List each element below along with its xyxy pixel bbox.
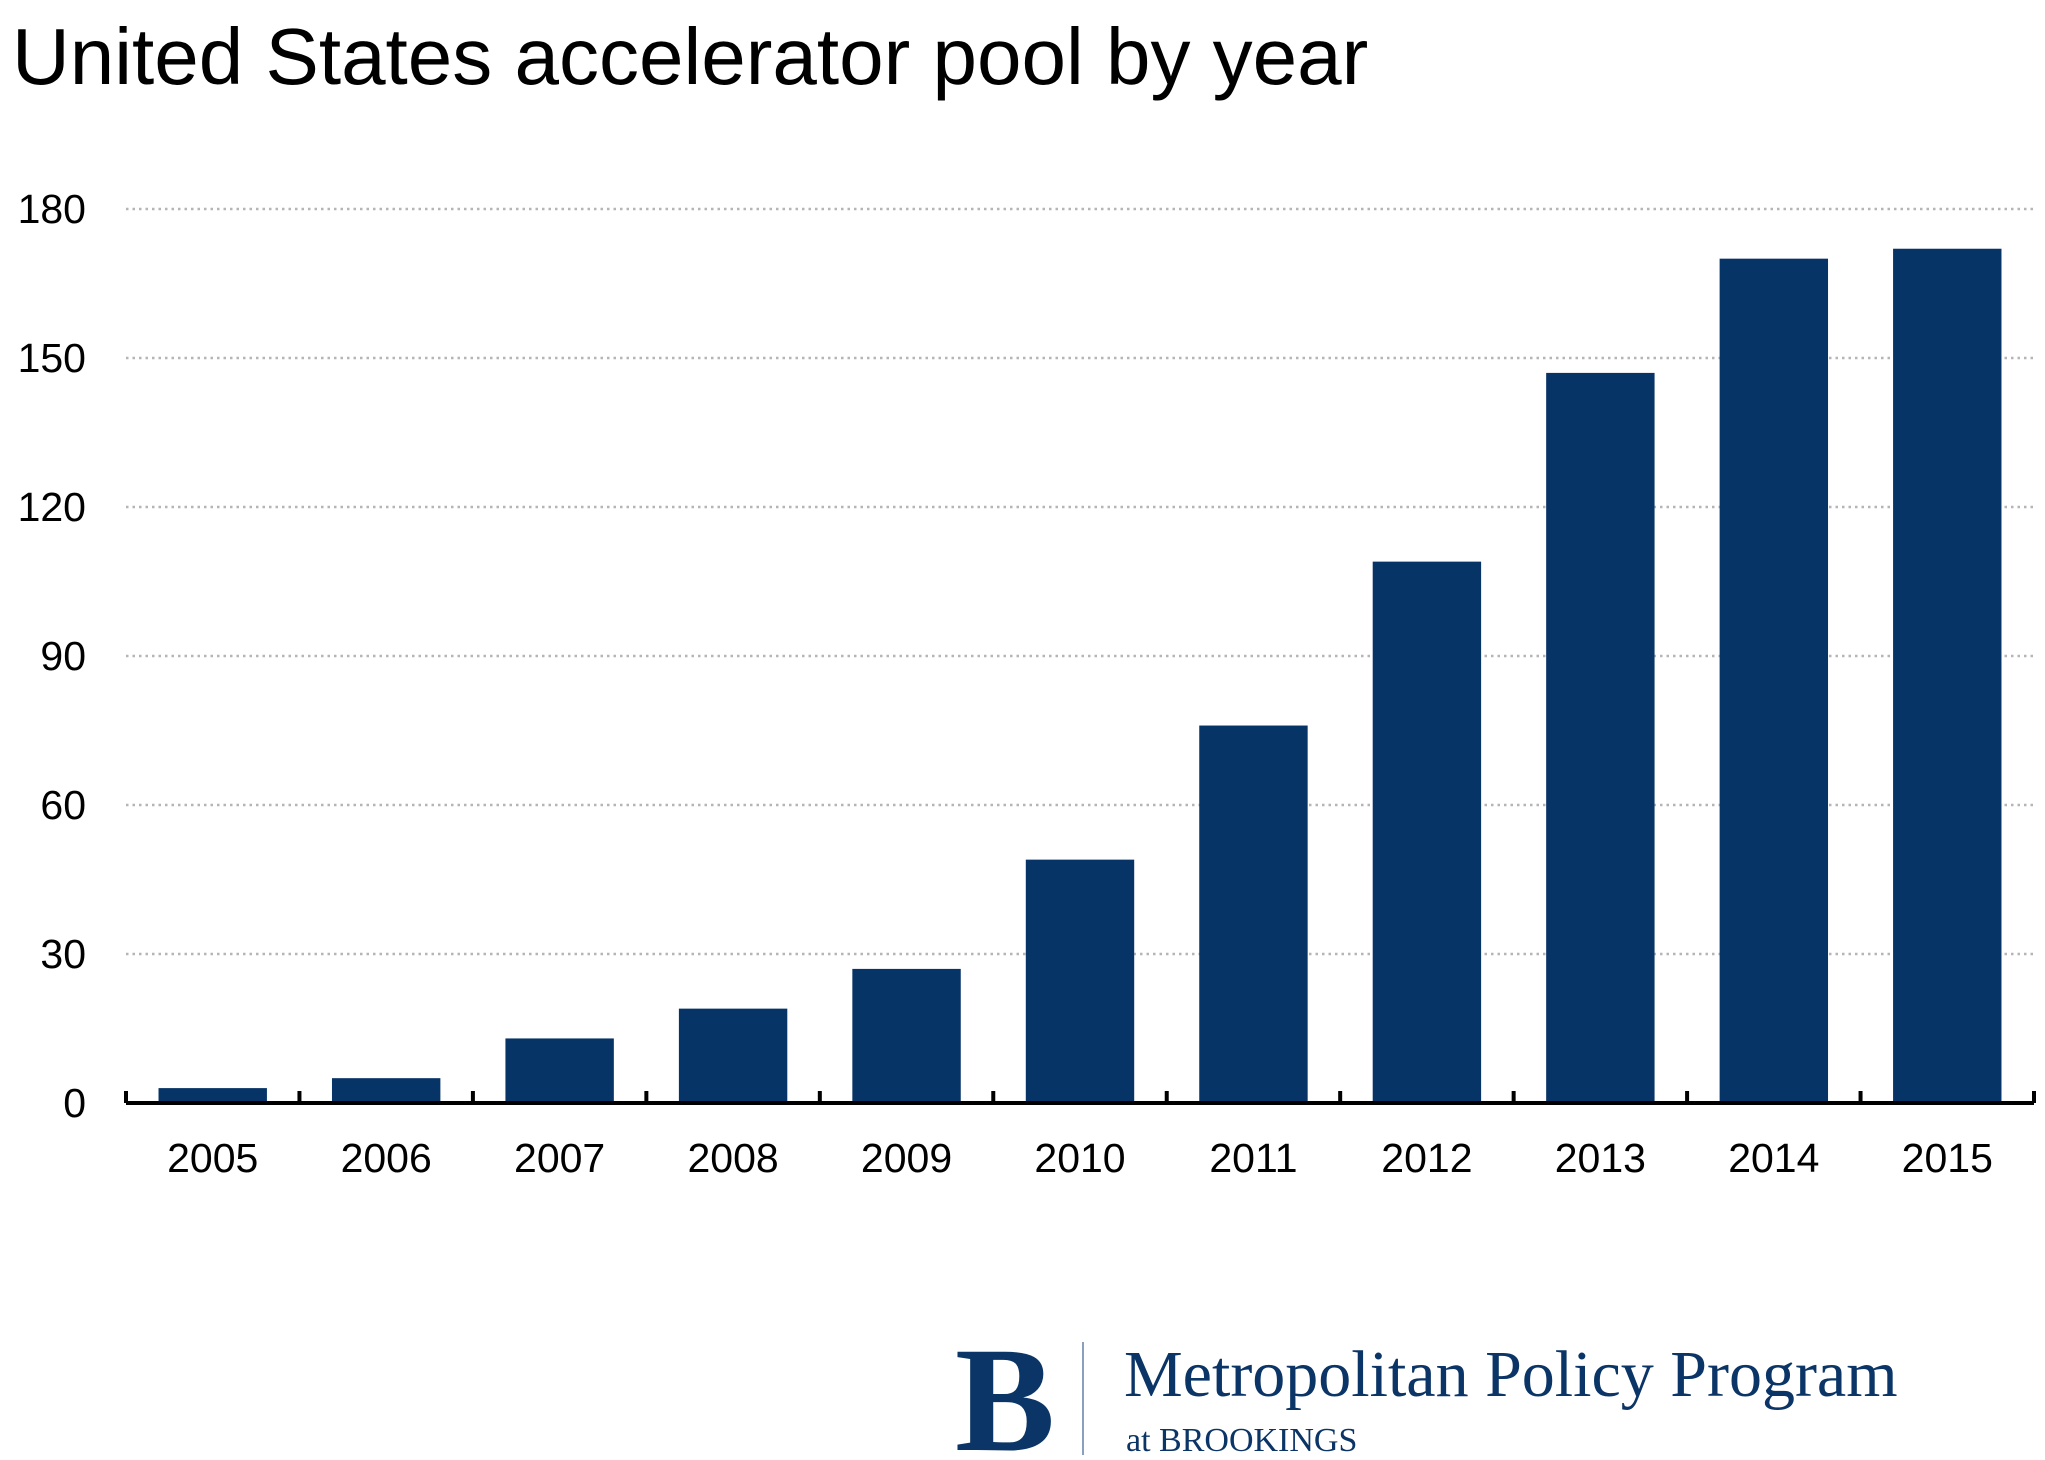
x-tick-label: 2009 (861, 1135, 952, 1181)
x-tick-label: 2005 (167, 1135, 258, 1181)
x-tick-label: 2011 (1209, 1135, 1297, 1181)
x-tick-label: 2010 (1034, 1135, 1125, 1181)
x-tick-label: 2013 (1555, 1135, 1646, 1181)
y-tick-label: 30 (40, 931, 86, 977)
bars (158, 248, 2002, 1104)
x-axis (124, 1091, 2036, 1105)
x-tick-label: 2012 (1381, 1135, 1472, 1181)
brookings-logo: B Metropolitan Policy Program at BROOKIN… (955, 1317, 1898, 1460)
logo-program: Metropolitan Policy Program (1124, 1338, 1898, 1411)
chart-title: United States accelerator pool by year (12, 12, 1368, 101)
x-tick-labels: 2005 2006 2007 2008 2009 2010 2011 2012 2013 2014… (167, 1135, 1993, 1181)
bar-2015 (1893, 248, 2002, 1103)
x-tick-label: 2007 (514, 1135, 605, 1181)
y-tick-labels: 0 30 60 90 120 150 180 (18, 186, 86, 1126)
bar-2011 (1199, 725, 1308, 1103)
y-tick-label: 90 (40, 633, 86, 679)
bar-2006 (331, 1078, 441, 1103)
bar-2010 (1025, 859, 1135, 1103)
y-tick-label: 0 (63, 1080, 86, 1126)
bar-2005 (158, 1088, 267, 1103)
x-tick-label: 2006 (341, 1135, 432, 1181)
y-tick-label: 120 (18, 484, 86, 530)
bar-2009 (852, 968, 961, 1103)
logo-letter: B (955, 1317, 1055, 1460)
y-tick-label: 150 (18, 335, 86, 381)
bar-2014 (1719, 258, 1829, 1104)
bar-2013 (1546, 372, 1655, 1103)
bar-2007 (505, 1038, 614, 1103)
bar-2012 (1372, 561, 1482, 1103)
x-tick-label: 2015 (1902, 1135, 1993, 1181)
y-tick-label: 180 (18, 186, 86, 232)
bar-2008 (678, 1008, 788, 1103)
logo-org: at BROOKINGS (1126, 1422, 1357, 1459)
x-tick-label: 2014 (1728, 1135, 1819, 1181)
x-tick-label: 2008 (687, 1135, 778, 1181)
y-tick-label: 60 (40, 782, 86, 828)
